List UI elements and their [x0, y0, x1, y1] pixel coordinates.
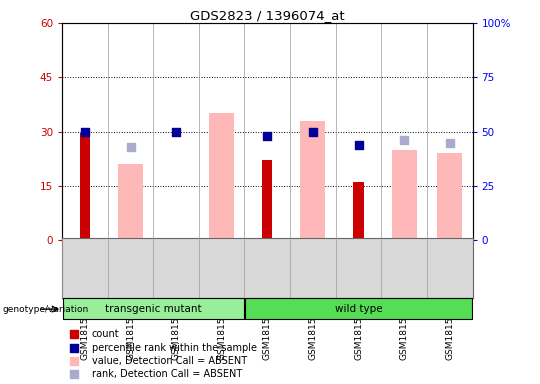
- Bar: [392, 150, 417, 240]
- Point: [392, 262, 400, 268]
- Bar: [354, 182, 363, 240]
- Point: [354, 141, 363, 147]
- Text: count: count: [92, 329, 119, 339]
- Text: value, Detection Call = ABSENT: value, Detection Call = ABSENT: [92, 356, 247, 366]
- Text: genotype/variation: genotype/variation: [3, 305, 89, 314]
- Point: [308, 128, 317, 135]
- Text: percentile rank within the sample: percentile rank within the sample: [92, 343, 257, 353]
- Point: [80, 128, 89, 135]
- Bar: [118, 164, 143, 240]
- Point: [392, 20, 400, 26]
- FancyBboxPatch shape: [245, 298, 471, 319]
- Point: [263, 133, 272, 139]
- Bar: [437, 153, 462, 240]
- Text: rank, Detection Call = ABSENT: rank, Detection Call = ABSENT: [92, 369, 242, 379]
- Point: [392, 141, 400, 147]
- Bar: [262, 161, 272, 240]
- Point: [126, 144, 135, 150]
- Bar: [80, 133, 90, 240]
- Bar: [300, 121, 326, 240]
- Text: wild type: wild type: [335, 304, 382, 314]
- Point: [172, 128, 180, 135]
- Title: GDS2823 / 1396074_at: GDS2823 / 1396074_at: [190, 9, 345, 22]
- Point: [400, 137, 408, 143]
- Bar: [209, 113, 234, 240]
- Point: [446, 141, 454, 147]
- Text: transgenic mutant: transgenic mutant: [105, 304, 201, 314]
- FancyBboxPatch shape: [63, 298, 244, 319]
